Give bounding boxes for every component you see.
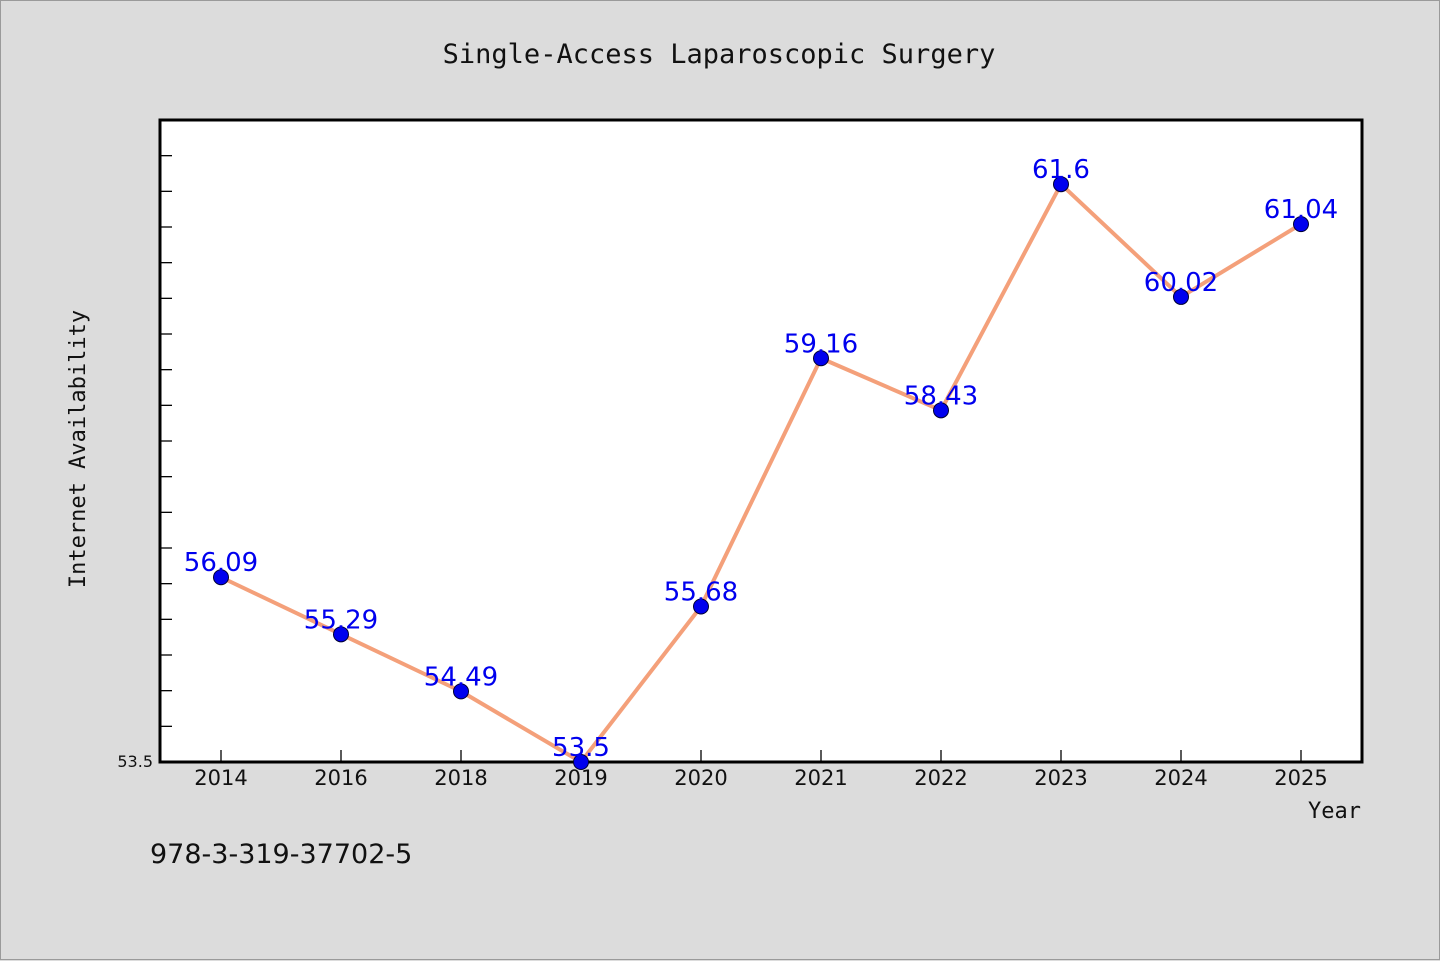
y-tick-label: 53.5	[117, 752, 153, 771]
data-point-2019	[573, 754, 589, 770]
isbn-text: 978-3-319-37702-5	[150, 839, 412, 870]
x-tick-label: 2014	[194, 766, 247, 790]
data-label-2024: 60.02	[1144, 268, 1218, 298]
x-tick-label: 2021	[794, 766, 847, 790]
data-label-2023: 61.6	[1032, 155, 1090, 185]
data-labels: 56.09 55.29 54.49 53.5 55.68 59.16 58.43 61.6 60…	[184, 155, 1338, 763]
data-point-2016	[333, 626, 349, 643]
x-tick-label: 2022	[914, 766, 967, 790]
data-point-2018	[453, 683, 469, 700]
data-label-2019: 53.5	[552, 733, 610, 763]
x-tick-label: 2024	[1154, 766, 1207, 790]
data-point-2014	[213, 569, 229, 586]
data-point-2024	[1173, 288, 1189, 305]
data-point-2023	[1053, 176, 1069, 193]
series-line	[219, 182, 1303, 764]
plot-area	[158, 118, 1364, 764]
data-point-2022	[933, 402, 949, 419]
y-axis-ticks	[160, 119, 172, 763]
data-label-2025: 61.04	[1264, 195, 1338, 225]
data-point-2025	[1293, 216, 1309, 233]
x-axis-label: Year	[1308, 799, 1361, 824]
data-label-2022: 58.43	[904, 381, 978, 411]
data-label-2018: 54.49	[424, 662, 498, 692]
data-label-2021: 59.16	[784, 329, 858, 359]
x-tick-label: 2018	[434, 766, 487, 790]
data-points	[213, 176, 1309, 770]
data-label-2014: 56.09	[184, 548, 258, 578]
x-tick-label: 2020	[674, 766, 727, 790]
x-tick-label: 2023	[1034, 766, 1087, 790]
data-label-2020: 55.68	[664, 577, 738, 607]
chart-title: Single-Access Laparoscopic Surgery	[443, 39, 996, 70]
data-point-2020	[693, 598, 709, 615]
data-point-2021	[813, 350, 829, 367]
y-axis-label: Internet Availability	[66, 310, 91, 588]
x-axis-ticks: 2014 2016 2018 2019 2020 2021 2022 2023 2024 2025	[194, 750, 1328, 790]
x-tick-label: 2016	[314, 766, 367, 790]
x-tick-label: 2025	[1274, 766, 1327, 790]
data-label-2016: 55.29	[304, 605, 378, 635]
